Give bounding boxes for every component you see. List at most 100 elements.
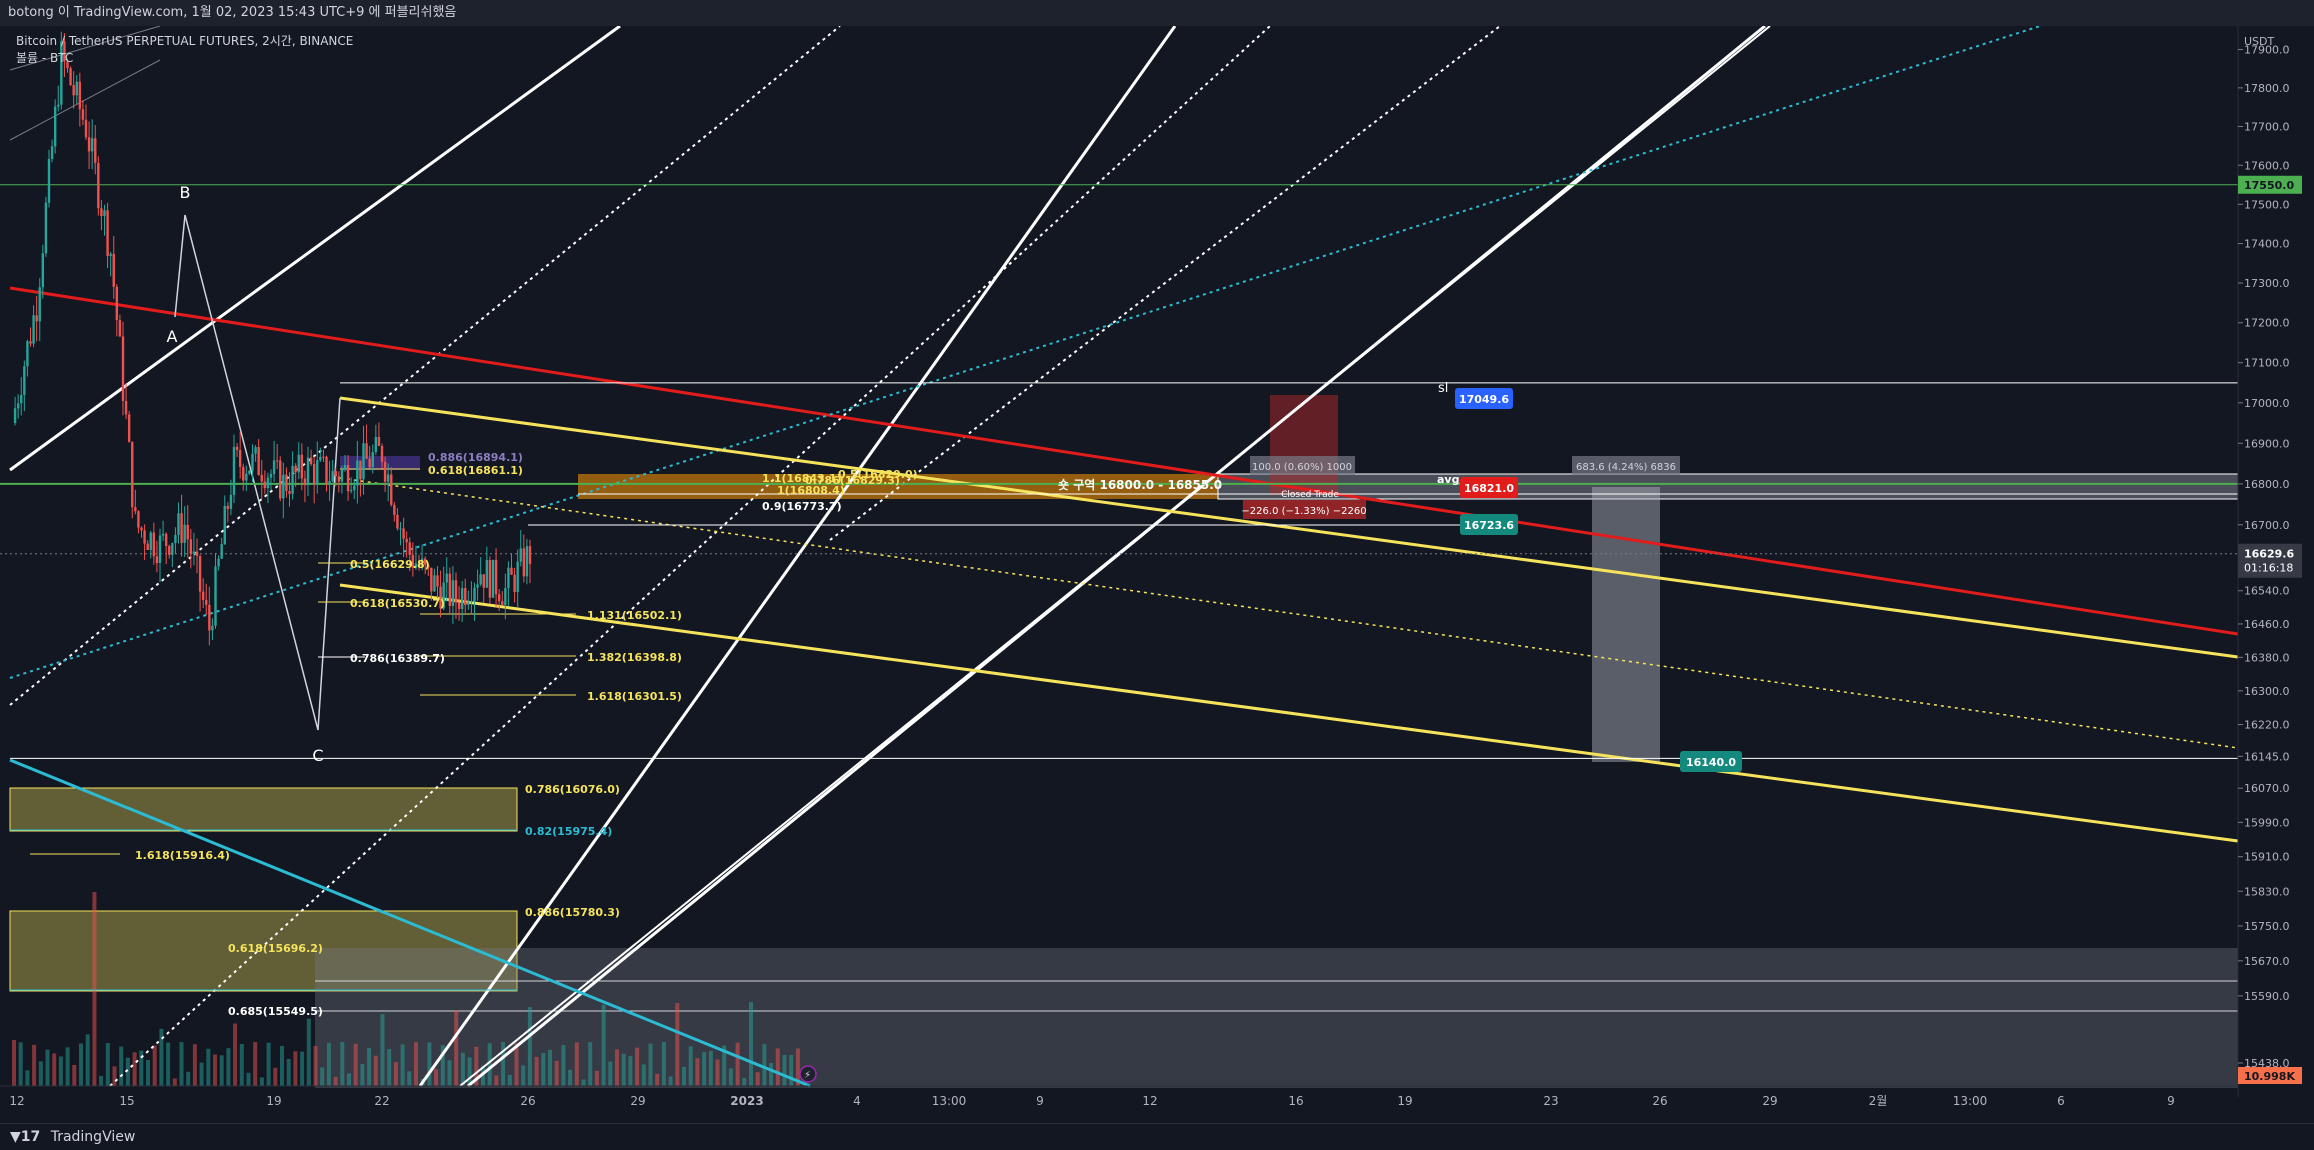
candle-body — [504, 588, 507, 605]
candle-body — [50, 146, 54, 159]
volume-bar — [320, 1067, 325, 1086]
volume-bar — [568, 1069, 573, 1086]
candle-body — [430, 567, 433, 592]
volume-bar — [18, 1042, 23, 1086]
x-tick-label: 22 — [374, 1094, 389, 1108]
volume-bar — [635, 1047, 640, 1086]
candle-body — [485, 560, 489, 588]
candle-body — [103, 210, 106, 217]
volume-bar — [186, 1071, 191, 1086]
candle-body — [245, 473, 248, 481]
white-channel-line-4 — [459, 26, 1771, 1087]
candle-body — [436, 575, 439, 587]
candle-body — [238, 449, 242, 467]
x-tick-label: 9 — [2167, 1094, 2175, 1108]
volume-bar — [347, 1073, 351, 1086]
fib-label: 0.786(16076.0) — [525, 783, 620, 796]
candle-body — [94, 138, 97, 163]
volume-bar — [12, 1040, 16, 1086]
volume-bar — [326, 1042, 331, 1086]
candle-body — [44, 202, 48, 254]
candle-body — [510, 567, 513, 575]
candle-body — [288, 491, 291, 494]
time-axis[interactable]: 12 15 19 22 26 29 2023 4 13:00 9 12 16 19 23 26 29 2월 13:… — [0, 1085, 2238, 1108]
y-tick-label: 17700.0 — [2244, 120, 2290, 133]
candle-body — [414, 563, 418, 568]
volume-bar — [454, 1010, 459, 1086]
volume-bar — [159, 1028, 164, 1086]
candle-body — [248, 470, 251, 474]
candle-body — [334, 471, 337, 477]
lightning-icon[interactable] — [799, 1065, 817, 1083]
fib-zone-upper — [9, 787, 518, 832]
volume-bar — [152, 1045, 157, 1086]
candle-body — [229, 494, 233, 509]
candle-body — [399, 528, 402, 530]
closed-trade-label: Closed Trade — [1281, 490, 1339, 500]
candle-body — [343, 465, 347, 470]
candle-body — [143, 530, 146, 544]
price-chart[interactable]: A B C 0.5(16629.8) 0.618(16530.7) 0.786(16389… — [0, 26, 2314, 1123]
x-tick-label: 12 — [1142, 1094, 1157, 1108]
axis-badge-countdown: 01:16:18 — [2244, 562, 2293, 575]
candle-body — [473, 587, 476, 602]
candle-body — [127, 414, 131, 442]
volume-bar — [507, 1074, 512, 1086]
tradingview-logo-icon[interactable]: ▼17 — [10, 1129, 41, 1145]
price-tag-16723.6: 16723.6 — [1464, 519, 1514, 532]
candle-body — [411, 555, 415, 568]
volume-bar — [313, 1046, 318, 1086]
candle-body — [41, 253, 45, 288]
candle-body — [23, 366, 26, 396]
candle-body — [488, 560, 492, 598]
candle-body — [20, 395, 23, 404]
candle-body — [115, 286, 119, 321]
candle-body — [217, 558, 220, 567]
candle-body — [337, 476, 341, 482]
candle-body — [507, 567, 510, 589]
volume-bar — [434, 1069, 439, 1086]
volume-bar — [722, 1045, 727, 1086]
x-tick-label: 6 — [2057, 1094, 2065, 1108]
volume-bar — [795, 1048, 800, 1086]
volume-bar — [702, 1051, 707, 1086]
white-dotted-line-2 — [109, 26, 1271, 1087]
price-tag-bg — [1680, 751, 1742, 772]
volume-bar — [226, 1048, 231, 1086]
candle-body — [140, 527, 143, 531]
candle-body — [186, 524, 189, 540]
candle-body — [528, 546, 532, 565]
candle-body — [69, 68, 72, 86]
volume-bar — [755, 1072, 760, 1086]
y-tick-label: 16380.0 — [2244, 651, 2290, 664]
candle-body — [494, 559, 498, 595]
volume-bar — [65, 1047, 70, 1086]
fib-label: 0.9(16773.7) — [762, 500, 842, 513]
volume-bar — [119, 1046, 124, 1086]
x-tick-label: 12 — [9, 1094, 24, 1108]
candle-body — [380, 445, 384, 462]
candle-body — [72, 85, 75, 96]
candle-body — [331, 471, 334, 482]
volume-bar — [581, 1079, 586, 1086]
volume-bar — [735, 1042, 740, 1086]
x-tick-label: 2023 — [730, 1094, 763, 1108]
volume-bar — [655, 1073, 660, 1086]
fib-label: 0.786(16829.3) — [805, 474, 900, 487]
volume-bar — [407, 1071, 412, 1086]
wave-label-a: A — [167, 327, 178, 346]
volume-bar — [259, 1077, 264, 1086]
price-tags-layer: 17049.6 16821.0 16723.6 16140.0 — [1455, 388, 1742, 772]
y-tick-label: 17400.0 — [2244, 238, 2290, 251]
volume-bar — [25, 1070, 30, 1086]
volume-bar — [594, 1070, 599, 1086]
candle-body — [161, 533, 165, 536]
yellow-channel-upper — [339, 396, 2239, 659]
candle-body — [131, 441, 134, 508]
volume-bar — [661, 1042, 666, 1086]
volume-bar — [52, 1053, 57, 1086]
volume-bar — [769, 1063, 774, 1086]
candle-body — [476, 584, 479, 588]
price-axis[interactable]: USDT 17900.0 17800.0 17700.0 17600.0 17500.0… — [2237, 26, 2314, 1123]
candle-body — [263, 481, 267, 489]
